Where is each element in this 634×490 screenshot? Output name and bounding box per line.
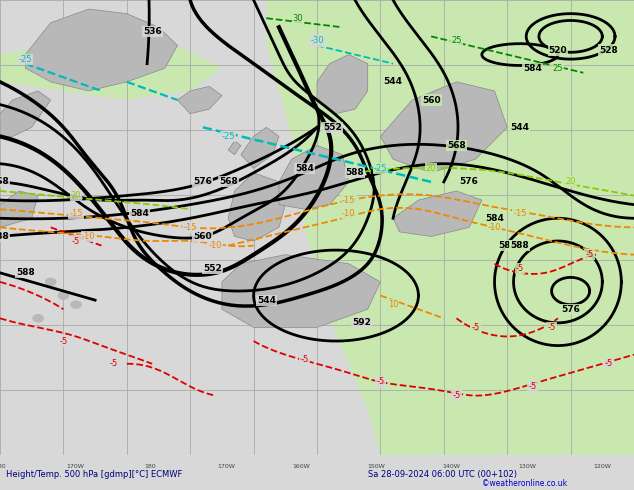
Circle shape bbox=[71, 301, 81, 308]
Polygon shape bbox=[266, 0, 634, 455]
Circle shape bbox=[327, 262, 333, 266]
Text: 552: 552 bbox=[203, 264, 222, 273]
Circle shape bbox=[46, 278, 56, 286]
Text: -25: -25 bbox=[221, 132, 235, 141]
Text: 25: 25 bbox=[553, 64, 563, 73]
Text: -10: -10 bbox=[342, 209, 356, 218]
Polygon shape bbox=[0, 191, 38, 227]
Text: 20: 20 bbox=[71, 191, 81, 200]
Text: 30: 30 bbox=[293, 14, 303, 23]
Text: 180: 180 bbox=[145, 464, 157, 468]
Circle shape bbox=[33, 315, 43, 322]
Text: 560: 560 bbox=[193, 232, 212, 241]
Text: 120W: 120W bbox=[593, 464, 611, 468]
Text: 576: 576 bbox=[193, 177, 212, 186]
Text: -5: -5 bbox=[72, 237, 81, 245]
Text: 140W: 140W bbox=[443, 464, 461, 468]
Text: 584: 584 bbox=[498, 241, 517, 250]
Text: -10: -10 bbox=[488, 223, 501, 232]
Polygon shape bbox=[393, 191, 482, 237]
Text: 588: 588 bbox=[346, 168, 365, 177]
Text: -25: -25 bbox=[18, 54, 32, 64]
Polygon shape bbox=[241, 127, 279, 168]
Text: -5: -5 bbox=[300, 355, 309, 364]
Text: 544: 544 bbox=[510, 123, 529, 132]
Polygon shape bbox=[228, 173, 285, 241]
Text: 130W: 130W bbox=[518, 464, 536, 468]
Text: 568: 568 bbox=[219, 177, 238, 186]
Text: 584: 584 bbox=[485, 214, 504, 223]
Text: -5: -5 bbox=[59, 337, 68, 345]
Text: -25: -25 bbox=[373, 164, 387, 173]
Text: 25: 25 bbox=[451, 36, 462, 46]
Text: ©weatheronline.co.uk: ©weatheronline.co.uk bbox=[482, 479, 567, 488]
Text: 544: 544 bbox=[257, 295, 276, 305]
Text: 20: 20 bbox=[566, 177, 576, 186]
Text: 150W: 150W bbox=[368, 464, 385, 468]
Text: -5: -5 bbox=[515, 264, 524, 273]
Text: -5: -5 bbox=[452, 391, 461, 400]
Text: 560: 560 bbox=[422, 96, 441, 104]
Text: 180: 180 bbox=[0, 464, 6, 468]
Text: 568: 568 bbox=[447, 141, 466, 150]
Text: -5: -5 bbox=[471, 323, 480, 332]
Text: 588: 588 bbox=[16, 269, 35, 277]
Polygon shape bbox=[178, 86, 222, 114]
Polygon shape bbox=[222, 255, 380, 327]
Text: 576: 576 bbox=[561, 305, 580, 314]
Text: -15: -15 bbox=[69, 209, 83, 218]
Text: 584: 584 bbox=[130, 209, 149, 218]
Text: -10: -10 bbox=[209, 241, 223, 250]
Polygon shape bbox=[0, 36, 222, 100]
Text: -5: -5 bbox=[547, 323, 556, 332]
Text: -10: -10 bbox=[82, 232, 96, 241]
Polygon shape bbox=[25, 9, 178, 91]
Text: -15: -15 bbox=[342, 196, 356, 205]
Circle shape bbox=[339, 266, 346, 270]
Text: 536: 536 bbox=[143, 27, 162, 36]
Text: 592: 592 bbox=[352, 318, 371, 327]
Text: 552: 552 bbox=[323, 123, 342, 132]
Polygon shape bbox=[317, 54, 368, 114]
Text: 528: 528 bbox=[599, 46, 618, 54]
Text: 170W: 170W bbox=[67, 464, 84, 468]
Text: 588: 588 bbox=[0, 232, 10, 241]
Circle shape bbox=[58, 292, 68, 299]
Polygon shape bbox=[380, 82, 507, 173]
Text: Sa 28-09-2024 06:00 UTC (00+102): Sa 28-09-2024 06:00 UTC (00+102) bbox=[368, 469, 517, 479]
Text: -5: -5 bbox=[376, 377, 385, 387]
Text: -5: -5 bbox=[528, 382, 537, 391]
Text: 568: 568 bbox=[0, 177, 10, 186]
Text: 170W: 170W bbox=[217, 464, 235, 468]
Text: -15: -15 bbox=[513, 209, 527, 218]
Text: 160W: 160W bbox=[292, 464, 310, 468]
Text: -15: -15 bbox=[183, 223, 197, 232]
Text: -5: -5 bbox=[110, 359, 119, 368]
Polygon shape bbox=[228, 141, 241, 155]
Polygon shape bbox=[0, 91, 51, 136]
Polygon shape bbox=[279, 146, 349, 209]
Text: 10: 10 bbox=[388, 300, 398, 309]
Text: 588: 588 bbox=[510, 241, 529, 250]
Text: 20: 20 bbox=[426, 164, 436, 173]
Text: 584: 584 bbox=[295, 164, 314, 173]
Text: 584: 584 bbox=[523, 64, 542, 73]
Text: -30: -30 bbox=[310, 36, 324, 46]
Text: -5: -5 bbox=[585, 250, 594, 259]
Text: 520: 520 bbox=[548, 46, 567, 54]
Text: Height/Temp. 500 hPa [gdmp][°C] ECMWF: Height/Temp. 500 hPa [gdmp][°C] ECMWF bbox=[6, 469, 183, 479]
Text: 544: 544 bbox=[384, 77, 403, 86]
Text: 576: 576 bbox=[460, 177, 479, 186]
Text: -5: -5 bbox=[604, 359, 613, 368]
